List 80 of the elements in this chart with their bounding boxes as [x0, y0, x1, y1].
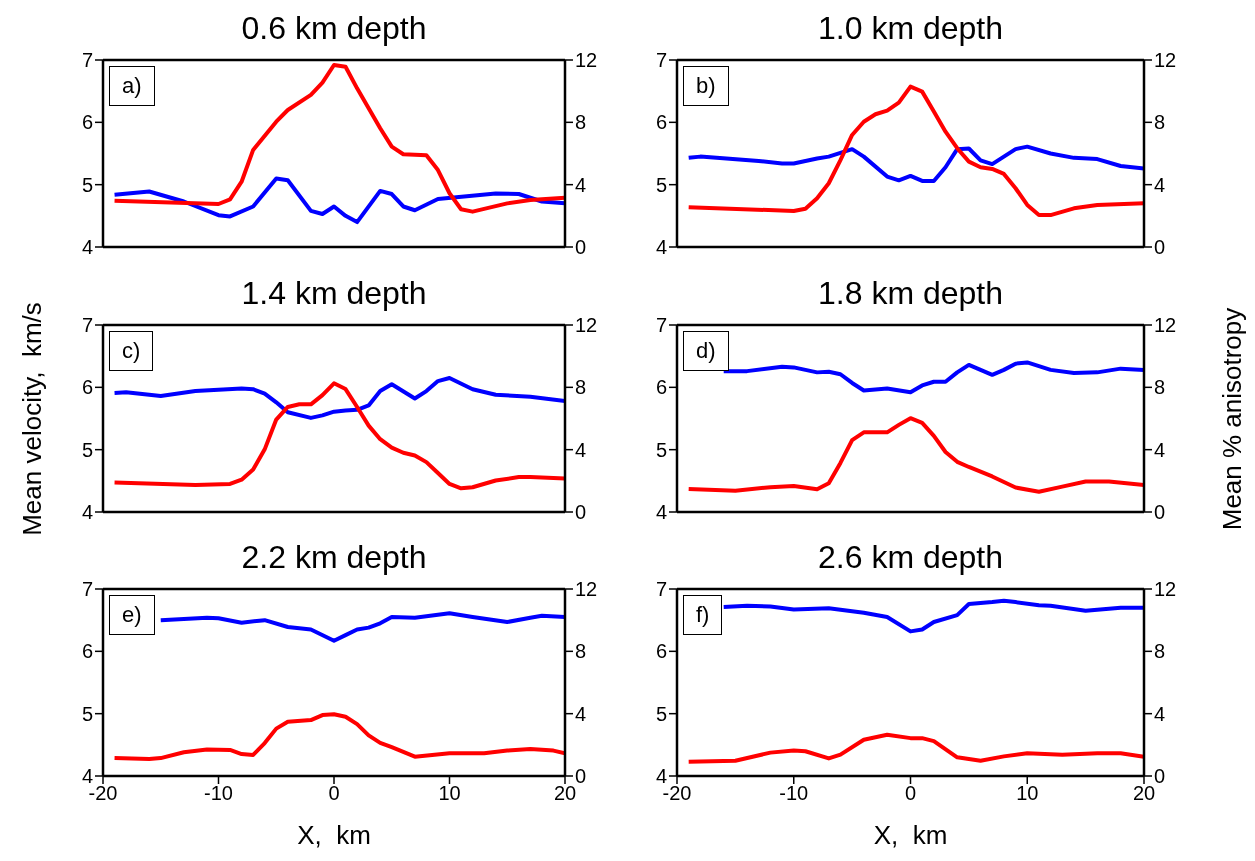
line-series: [112, 712, 565, 762]
y2-tick-label: 4: [575, 438, 587, 461]
y-tick-label: 7: [81, 314, 93, 337]
y2-tick-label: 8: [575, 376, 587, 399]
y2-tick-label: 4: [575, 173, 587, 196]
y-tick-label: 5: [655, 702, 667, 725]
y2-tick-label: 12: [575, 314, 598, 337]
y2-tick-label: 8: [1154, 111, 1166, 134]
annotation: f): [683, 595, 723, 635]
y-tick-label: 7: [81, 578, 93, 601]
y-tick-label: 4: [81, 236, 93, 259]
chart-title: 1.4 km depth: [240, 275, 428, 312]
y-tick-label: 6: [655, 111, 667, 134]
line-series: [112, 62, 565, 214]
line-series: [721, 360, 1144, 395]
y2-tick-label: 0: [1154, 765, 1166, 788]
y-tick-label: 5: [81, 702, 93, 725]
y-tick-label: 6: [655, 640, 667, 663]
y-tick-label: 5: [81, 173, 93, 196]
line-series: [686, 732, 1144, 764]
y2-tick-label: 12: [1154, 578, 1177, 601]
y2-tick-label: 4: [1154, 702, 1166, 725]
x-tick-label: -10: [204, 782, 233, 805]
annotation: b): [683, 66, 729, 106]
x-axis-title: X, km: [872, 820, 949, 851]
y-tick-label: 7: [655, 314, 667, 337]
y-tick-label: 4: [81, 501, 93, 524]
y-tick-label: 7: [655, 49, 667, 72]
y-tick-label: 6: [81, 111, 93, 134]
y-tick-label: 6: [655, 376, 667, 399]
y-tick-label: 5: [655, 173, 667, 196]
y2-tick-label: 12: [575, 49, 598, 72]
x-tick-label: 10: [1016, 782, 1039, 805]
y2-tick-label: 12: [575, 578, 598, 601]
y2-tick-label: 0: [575, 765, 587, 788]
line-series: [112, 381, 565, 491]
x-tick-label: 0: [904, 782, 917, 805]
x-tick-label: -10: [779, 782, 809, 805]
annotation: d): [683, 331, 729, 371]
y2-tick-label: 4: [1154, 438, 1166, 461]
y-tick-label: 6: [81, 376, 93, 399]
chart-title: 0.6 km depth: [240, 10, 428, 47]
y2-tick-label: 0: [1154, 501, 1166, 524]
y2-tick-label: 0: [1154, 236, 1166, 259]
chart-title: 2.2 km depth: [240, 539, 428, 576]
annotation: a): [109, 66, 155, 106]
line-series: [686, 144, 1144, 183]
line-series: [686, 416, 1144, 494]
annotation: e): [109, 595, 155, 635]
x-tick-label: 20: [1132, 782, 1156, 805]
x-axis-title: X, km: [296, 820, 372, 851]
y-tick-label: 5: [655, 438, 667, 461]
x-tick-label: 10: [438, 782, 461, 805]
y-tick-label: 4: [655, 501, 667, 524]
line-series: [112, 375, 565, 420]
annotation: c): [109, 331, 154, 371]
y2-axis-title: Mean % anisotropy: [1216, 307, 1248, 530]
x-tick-label: 20: [553, 782, 577, 805]
y-tick-label: 6: [81, 640, 93, 663]
line-series: [158, 611, 565, 643]
y-tick-label: 7: [81, 49, 93, 72]
x-tick-label: 0: [328, 782, 340, 805]
chart-title: 2.6 km depth: [817, 539, 1004, 576]
y2-tick-label: 12: [1154, 49, 1177, 72]
y2-tick-label: 8: [1154, 640, 1166, 663]
line-series: [112, 176, 565, 225]
y2-tick-label: 8: [575, 111, 587, 134]
y2-tick-label: 4: [575, 702, 587, 725]
y2-tick-label: 8: [575, 640, 587, 663]
y2-tick-label: 0: [575, 501, 587, 524]
y-tick-label: 4: [655, 236, 667, 259]
y-tick-label: 7: [655, 578, 667, 601]
chart-title: 1.0 km depth: [817, 10, 1004, 47]
y2-tick-label: 12: [1154, 314, 1177, 337]
y2-tick-label: 8: [1154, 376, 1166, 399]
y2-tick-label: 0: [575, 236, 587, 259]
y-tick-label: 5: [81, 438, 93, 461]
y2-tick-label: 4: [1154, 173, 1166, 196]
chart-title: 1.8 km depth: [817, 275, 1004, 312]
y-axis-title: Mean velocity, km/s: [16, 301, 48, 536]
